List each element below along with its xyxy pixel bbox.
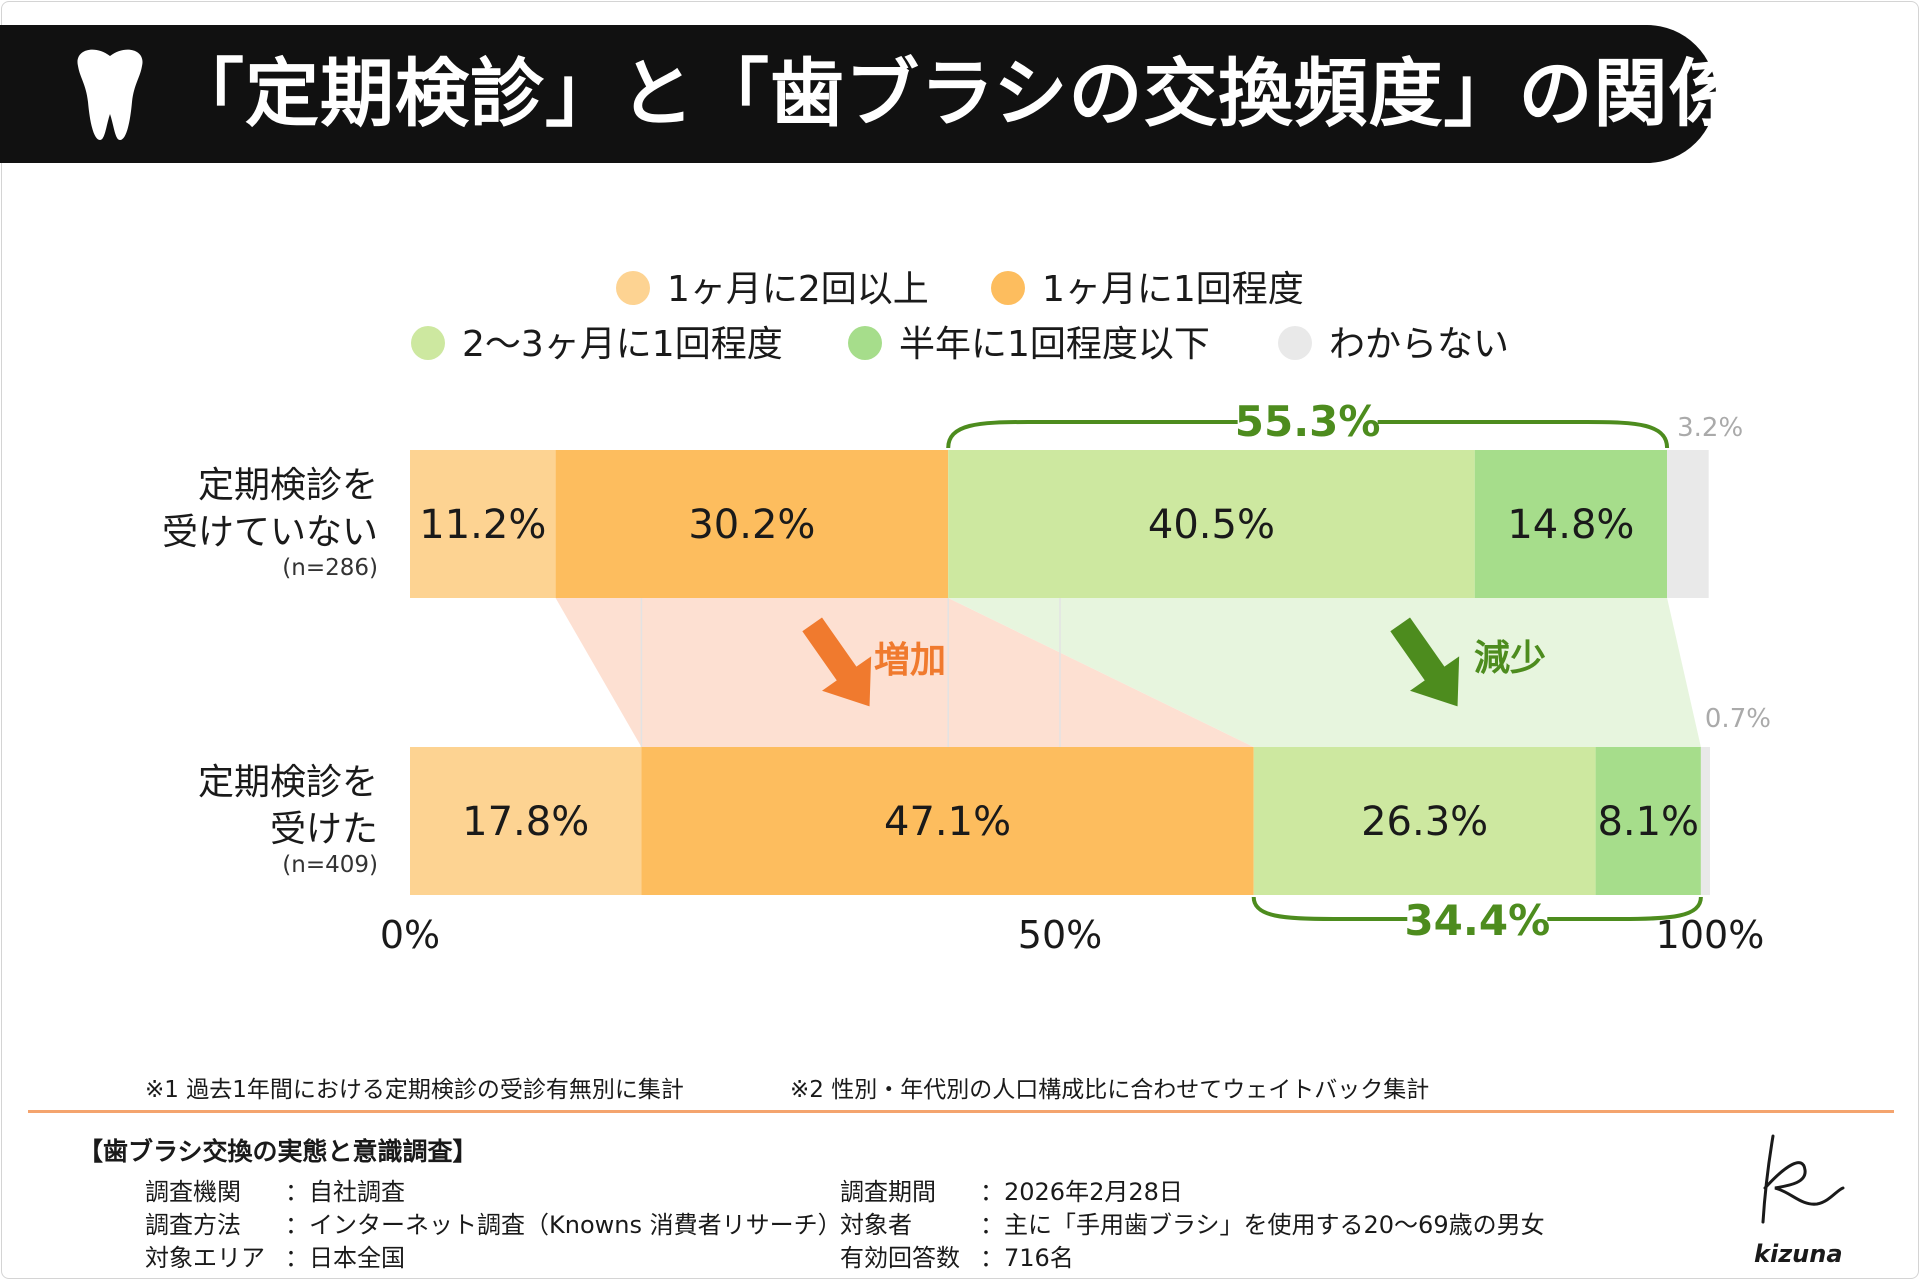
survey-row: 対象エリア ：日本全国 xyxy=(145,1238,405,1273)
change-bands xyxy=(555,598,1701,747)
segment-value-label: 17.8% xyxy=(462,799,589,845)
bar-segment xyxy=(1667,450,1709,598)
bar-segment xyxy=(410,747,642,895)
survey-row: 調査期間 ：2026年2月28日 xyxy=(840,1172,1183,1207)
increase-label: 増加 xyxy=(874,640,946,681)
legend-swatch xyxy=(848,326,882,360)
survey-value: ：716名 xyxy=(980,1244,1074,1272)
survey-row: 調査機関 ：自社調査 xyxy=(145,1172,405,1207)
segment-value-label: 14.8% xyxy=(1507,502,1634,548)
legend-swatch xyxy=(991,271,1025,305)
x-axis: 0% 50% 100% xyxy=(380,913,1764,957)
title-bar xyxy=(0,25,1716,163)
survey-row: 対象者 ：主に「手用歯ブラシ」を使用する20〜69歳の男女 xyxy=(840,1205,1545,1240)
legend-swatch xyxy=(616,271,650,305)
footnote-2: ※2 性別・年代別の人口構成比に合わせてウェイトバック集計 xyxy=(790,1077,1430,1103)
stacked-bar-chart: 1ヶ月に2回以上 1ヶ月に1回程度 2〜3ヶ月に1回程度 半年に1回程度以下 わからない… xyxy=(162,269,1771,957)
legend-label: 2〜3ヶ月に1回程度 xyxy=(462,324,783,365)
survey-row: 調査方法 ：インターネット調査（Knowns 消費者リサーチ） xyxy=(145,1205,842,1240)
bar-segment xyxy=(1474,450,1668,598)
survey-value: ：インターネット調査（Knowns 消費者リサーチ） xyxy=(285,1211,842,1239)
chart-annotations: 55.3% 34.4% 増加 減少 xyxy=(802,397,1703,945)
axis-tick-label: 50% xyxy=(1018,913,1102,957)
bar-segment xyxy=(1253,747,1596,895)
segment-value-label: 26.3% xyxy=(1361,799,1488,845)
segment-value-label: 40.5% xyxy=(1148,502,1275,548)
survey-value: ：日本全国 xyxy=(285,1244,405,1272)
segment-value-label: 8.1% xyxy=(1597,799,1699,845)
legend-swatch xyxy=(411,326,445,360)
bar-segment xyxy=(948,450,1475,598)
bottom-bracket-value: 34.4% xyxy=(1404,896,1550,945)
axis-tick-label: 100% xyxy=(1656,913,1765,957)
sample-size: (n=286) xyxy=(282,555,378,581)
survey-label: 有効回答数 xyxy=(840,1244,960,1272)
decrease-arrow-icon xyxy=(1390,617,1460,707)
increase-arrow-icon xyxy=(802,617,872,707)
top-bracket-right xyxy=(1377,420,1670,449)
bar-segment xyxy=(1595,747,1701,895)
legend-label: 1ヶ月に2回以上 xyxy=(667,269,929,310)
category-label: 定期検診を xyxy=(198,465,378,506)
kizuna-logo xyxy=(1761,1134,1845,1224)
survey-heading: 【歯ブラシ交換の実態と意識調査】 xyxy=(78,1137,478,1166)
segment-value-label: 11.2% xyxy=(419,502,546,548)
increase-band xyxy=(555,598,1254,747)
bar-segment xyxy=(555,450,949,598)
legend-label: 半年に1回程度以下 xyxy=(899,324,1210,365)
survey-label: 調査方法 xyxy=(145,1211,241,1239)
segment-value-label: 47.1% xyxy=(884,799,1011,845)
bar-segment xyxy=(641,747,1254,895)
divider xyxy=(28,1110,1894,1113)
survey-label: 対象エリア xyxy=(145,1244,265,1272)
bottom-bracket-left xyxy=(1251,896,1408,921)
top-bracket-value: 55.3% xyxy=(1235,397,1381,446)
survey-row: 有効回答数 ：716名 xyxy=(840,1238,1074,1273)
survey-label: 対象者 xyxy=(840,1211,912,1239)
survey-value: ：自社調査 xyxy=(285,1178,405,1206)
axis-tick-label: 0% xyxy=(380,913,440,957)
logo-text: kizuna xyxy=(1754,1240,1843,1268)
category-label: 受けていない xyxy=(162,512,378,553)
decrease-band xyxy=(948,598,1701,747)
decrease-label: 減少 xyxy=(1474,638,1546,679)
top-bracket-left xyxy=(946,420,1238,449)
legend-label: 1ヶ月に1回程度 xyxy=(1042,269,1304,310)
survey-label: 調査期間 xyxy=(840,1178,936,1206)
survey-value: ：2026年2月28日 xyxy=(980,1178,1183,1206)
survey-value: ：主に「手用歯ブラシ」を使用する20〜69歳の男女 xyxy=(980,1211,1545,1239)
chart-bars: 11.2% 30.2% 40.5% 14.8% 17.8% 47.1% 26.3% 8.1% 3… xyxy=(410,413,1771,895)
page-title: 「定期検診」と「歯ブラシの交換頻度」の関係 xyxy=(170,51,1744,137)
survey-label: 調査機関 xyxy=(145,1178,241,1206)
decrease-arrow-icon-shape xyxy=(1390,617,1460,707)
footnote-1: ※1 過去1年間における定期検診の受診有無別に集計 xyxy=(145,1077,684,1103)
tooth-icon xyxy=(77,49,143,141)
unknown-value-label: 3.2% xyxy=(1677,413,1743,443)
category-label: 受けた xyxy=(270,809,378,850)
bottom-bracket-right xyxy=(1547,896,1703,921)
bar-segment xyxy=(410,450,556,598)
legend-label: わからない xyxy=(1329,324,1509,365)
bar-segment xyxy=(1700,747,1710,895)
category-label: 定期検診を xyxy=(198,762,378,803)
unknown-value-label: 0.7% xyxy=(1705,704,1771,734)
segment-value-label: 30.2% xyxy=(688,502,815,548)
chart-legend: 1ヶ月に2回以上 1ヶ月に1回程度 2〜3ヶ月に1回程度 半年に1回程度以下 わからない xyxy=(411,269,1509,365)
increase-arrow-icon-shape xyxy=(802,617,872,707)
legend-swatch xyxy=(1278,326,1312,360)
sample-size: (n=409) xyxy=(282,852,378,878)
